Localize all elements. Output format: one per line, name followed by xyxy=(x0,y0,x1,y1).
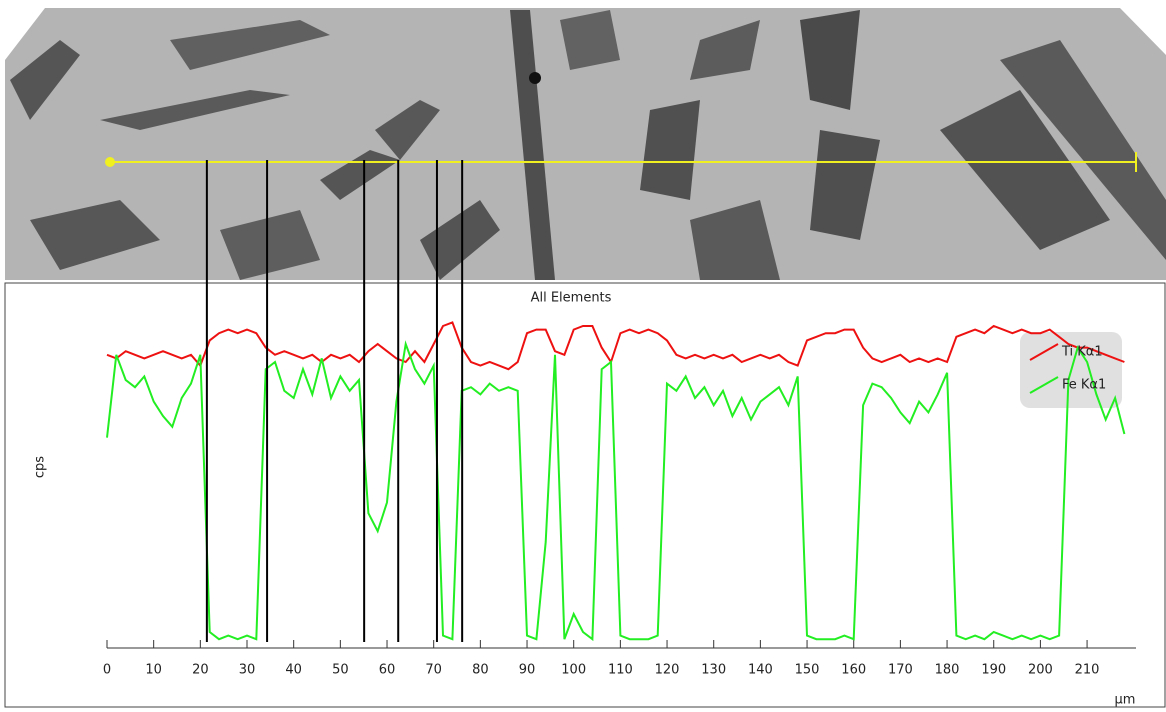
x-tick-label: 170 xyxy=(888,663,913,678)
x-tick-label: 190 xyxy=(981,663,1006,678)
x-tick-label: 50 xyxy=(332,663,349,678)
x-tick-label: 90 xyxy=(519,663,536,678)
x-tick-label: 110 xyxy=(608,663,633,678)
legend-swatch xyxy=(1029,376,1059,394)
x-tick-label: 30 xyxy=(239,663,256,678)
legend-label: Ti Kα1 xyxy=(1061,345,1103,360)
x-tick-label: 40 xyxy=(285,663,302,678)
x-tick-label: 10 xyxy=(145,663,162,678)
series-line xyxy=(106,340,1126,642)
x-tick-label: 200 xyxy=(1028,663,1053,678)
x-tick-label: 60 xyxy=(379,663,396,678)
x-axis-label: µm xyxy=(1115,693,1136,708)
x-tick-label: 20 xyxy=(192,663,209,678)
x-tick-label: 150 xyxy=(795,663,820,678)
x-tick-label: 160 xyxy=(841,663,866,678)
series-line xyxy=(106,321,1125,371)
x-tick-label: 0 xyxy=(103,663,111,678)
y-axis-label: cps xyxy=(33,456,48,478)
chart-title: All Elements xyxy=(531,291,612,306)
x-tick-label: 80 xyxy=(472,663,489,678)
sem-image xyxy=(5,8,1166,280)
x-tick-label: 140 xyxy=(748,663,773,678)
x-tick-label: 130 xyxy=(701,663,726,678)
x-tick-label: 120 xyxy=(655,663,680,678)
legend-label: Fe Kα1 xyxy=(1062,378,1106,393)
x-tick-label: 100 xyxy=(561,663,586,678)
chart-panel xyxy=(4,282,1166,708)
x-tick-label: 70 xyxy=(425,663,442,678)
x-tick-label: 210 xyxy=(1075,663,1100,678)
x-tick-label: 180 xyxy=(935,663,960,678)
legend-swatch xyxy=(1029,343,1059,361)
